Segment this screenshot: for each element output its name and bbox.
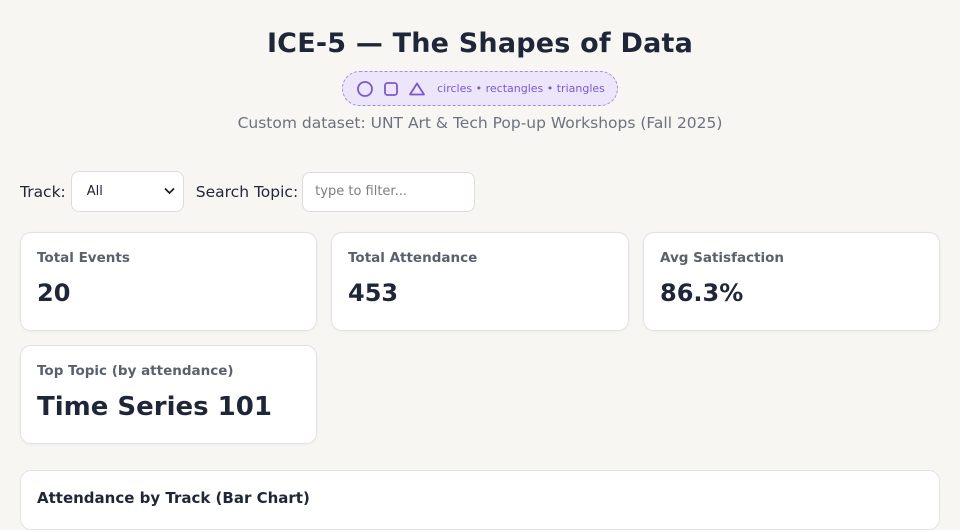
kpi-label: Total Attendance — [348, 250, 478, 266]
page-title: ICE-5 — The Shapes of Data — [266, 28, 694, 59]
kpi-card-total-attendance: Total Attendance 453 — [331, 232, 629, 331]
track-selected-value: All — [86, 184, 103, 199]
chart-title: Attendance by Track (Bar Chart) — [37, 489, 310, 507]
filter-bar: Track: All Search Topic: — [20, 171, 476, 212]
dataset-subtitle: Custom dataset: UNT Art & Tech Pop-up Wo… — [237, 114, 723, 132]
shapes-caption: circles • rectangles • triangles — [437, 82, 605, 95]
kpi-value: 86.3% — [660, 279, 744, 307]
kpi-card-avg-satisfaction: Avg Satisfaction 86.3% — [643, 232, 940, 331]
track-label: Track: — [20, 182, 66, 201]
triangle-icon — [409, 82, 426, 95]
kpi-label: Avg Satisfaction — [660, 250, 785, 266]
kpi-value: Time Series 101 — [37, 392, 272, 422]
track-select[interactable]: All — [70, 171, 184, 212]
search-topic-label: Search Topic: — [195, 182, 299, 201]
kpi-label: Total Events — [37, 250, 130, 266]
attendance-chart-card: Attendance by Track (Bar Chart) — [20, 470, 940, 530]
search-topic-input[interactable] — [302, 171, 476, 212]
page-header: ICE-5 — The Shapes of Data circles • rec… — [0, 0, 960, 132]
circle-icon — [357, 80, 374, 97]
kpi-value: 453 — [348, 279, 399, 307]
kpi-value: 20 — [37, 279, 71, 307]
kpi-card-total-events: Total Events 20 — [20, 232, 317, 331]
kpi-card-top-topic: Top Topic (by attendance) Time Series 10… — [20, 345, 317, 444]
kpi-label: Top Topic (by attendance) — [37, 363, 234, 379]
chevron-down-icon — [164, 185, 175, 198]
square-icon — [384, 81, 399, 96]
shapes-badge: circles • rectangles • triangles — [342, 71, 618, 106]
